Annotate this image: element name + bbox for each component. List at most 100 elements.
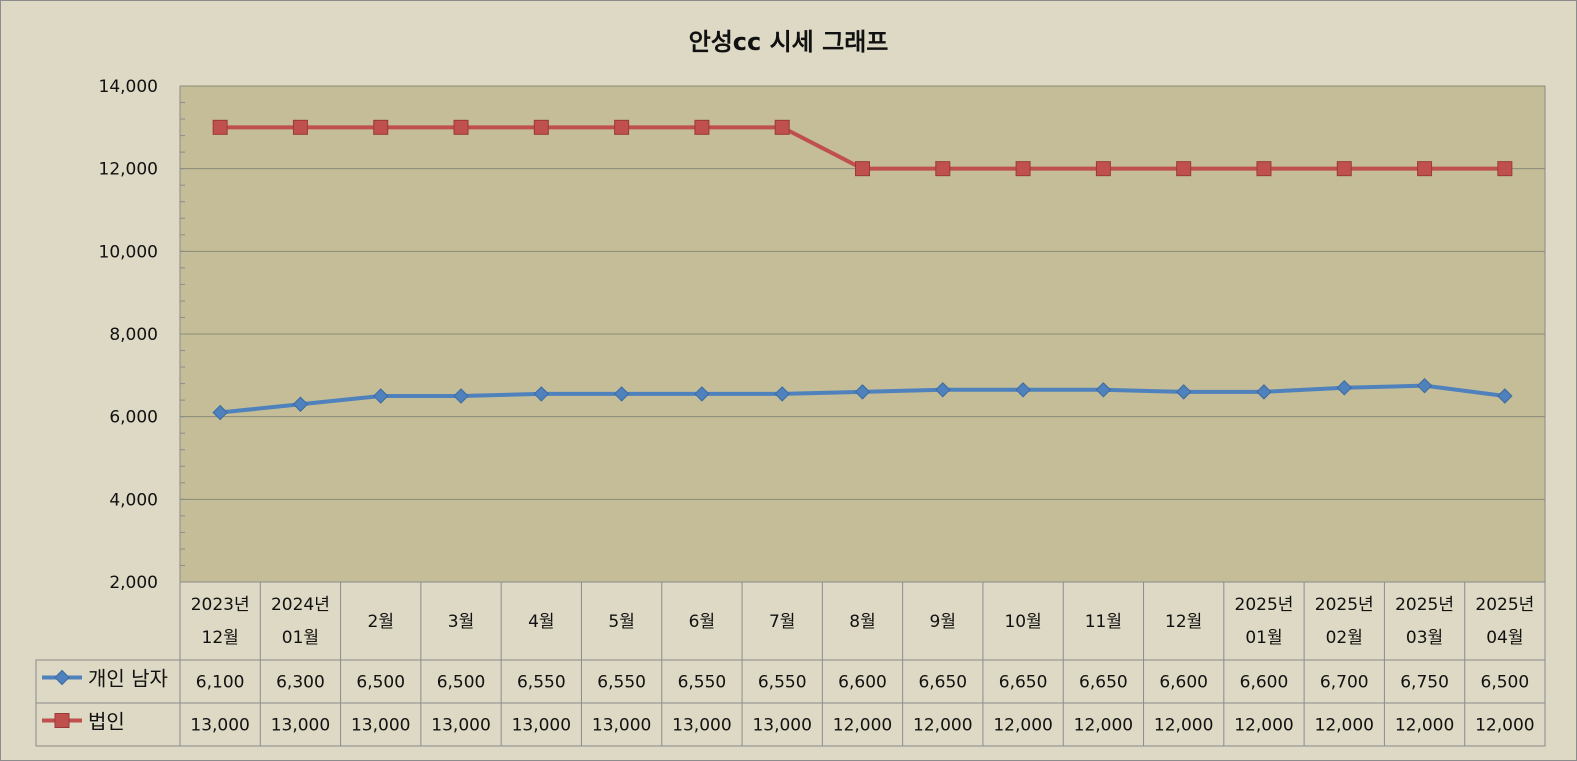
- category-label-line: 2025년: [1395, 595, 1454, 615]
- data-value-label: 13,000: [431, 716, 490, 736]
- data-value-label: 6,600: [1240, 673, 1289, 693]
- y-tick-label: 6,000: [109, 408, 158, 428]
- category-label: 7월: [769, 612, 795, 632]
- data-value-label: 6,550: [758, 673, 807, 693]
- data-point: [453, 119, 469, 135]
- data-point: [774, 386, 790, 402]
- data-value-label: 6,550: [517, 673, 566, 693]
- data-point: [694, 386, 710, 402]
- category-label-line: 02월: [1326, 628, 1363, 648]
- data-value-label: 6,650: [1079, 673, 1128, 693]
- data-value-label: 12,000: [1395, 716, 1454, 736]
- data-point: [1497, 388, 1513, 404]
- category-label: 9월: [930, 612, 956, 632]
- y-tick-label: 8,000: [109, 325, 158, 345]
- category-label-line: 12월: [202, 628, 239, 648]
- category-label-line: 2025년: [1315, 595, 1374, 615]
- data-point: [935, 161, 951, 177]
- data-value-label: 13,000: [190, 716, 249, 736]
- data-value-label: 13,000: [512, 716, 571, 736]
- legend-marker: [54, 713, 70, 728]
- category-label-line: 2025년: [1235, 595, 1294, 615]
- data-value-label: 12,000: [1475, 716, 1534, 736]
- category-label-line: 2023년: [191, 595, 250, 615]
- data-value-label: 6,500: [437, 673, 486, 693]
- data-value-label: 12,000: [993, 716, 1052, 736]
- data-point: [774, 119, 790, 135]
- data-point: [212, 119, 228, 135]
- data-point: [1336, 380, 1352, 396]
- data-value-label: 6,550: [597, 673, 646, 693]
- data-point: [1175, 384, 1192, 400]
- data-value-label: 13,000: [752, 716, 811, 736]
- category-label: 11월: [1085, 612, 1122, 632]
- data-point: [533, 119, 549, 135]
- data-point: [1417, 161, 1433, 177]
- data-point: [613, 386, 630, 402]
- category-label: 2월: [368, 612, 394, 632]
- category-label-line: 01월: [282, 628, 319, 648]
- category-label-line: 01월: [1245, 628, 1282, 648]
- category-label-line: 2025년: [1475, 595, 1534, 615]
- data-value-label: 6,600: [1159, 673, 1208, 693]
- data-point: [1416, 377, 1433, 394]
- category-label: 10월: [1004, 612, 1041, 632]
- data-value-label: 6,600: [838, 673, 887, 693]
- data-point: [1095, 382, 1112, 398]
- data-point: [292, 396, 309, 412]
- data-point: [1256, 161, 1272, 177]
- data-point: [1015, 161, 1031, 177]
- data-point: [1176, 161, 1192, 177]
- data-value-label: 13,000: [351, 716, 410, 736]
- category-label: 4월: [528, 612, 554, 632]
- data-value-label: 6,750: [1400, 673, 1449, 693]
- category-label: 5월: [608, 612, 634, 632]
- data-point: [292, 119, 308, 135]
- chart-title: 안성cc 시세 그래프: [688, 28, 889, 56]
- data-point: [614, 119, 630, 135]
- data-value-label: 12,000: [913, 716, 972, 736]
- data-point: [1336, 161, 1352, 177]
- data-point: [855, 161, 870, 177]
- category-label-line: 2024년: [271, 595, 330, 615]
- data-point: [453, 388, 469, 404]
- data-value-label: 6,500: [356, 673, 405, 693]
- data-value-label: 13,000: [592, 716, 651, 736]
- y-tick-label: 4,000: [109, 490, 158, 510]
- data-value-label: 12,000: [1154, 716, 1213, 736]
- data-point: [694, 119, 710, 135]
- data-point: [533, 386, 550, 402]
- data-point: [373, 388, 389, 404]
- legend-label: 법인: [88, 710, 125, 734]
- data-value-label: 6,700: [1320, 673, 1369, 693]
- data-value-label: 12,000: [833, 716, 892, 736]
- data-value-label: 12,000: [1234, 716, 1293, 736]
- category-label: 6월: [689, 612, 715, 632]
- data-point: [935, 382, 951, 398]
- data-point: [212, 404, 228, 421]
- category-label: 3월: [448, 612, 474, 632]
- data-value-label: 6,300: [276, 673, 325, 693]
- data-value-label: 12,000: [1315, 716, 1374, 736]
- category-label-line: 03월: [1406, 628, 1443, 648]
- data-value-label: 6,500: [1481, 673, 1530, 693]
- category-label-line: 04월: [1486, 628, 1523, 648]
- data-point: [1095, 161, 1111, 177]
- data-point: [1256, 384, 1272, 400]
- data-point: [1497, 161, 1513, 177]
- data-value-label: 13,000: [672, 716, 731, 736]
- y-tick-label: 14,000: [99, 77, 158, 97]
- data-value-label: 12,000: [1074, 716, 1133, 736]
- data-point: [854, 384, 871, 400]
- y-tick-label: 10,000: [99, 242, 158, 262]
- legend-label: 개인 남자: [88, 667, 168, 691]
- data-value-label: 6,100: [196, 673, 245, 693]
- data-value-label: 13,000: [271, 716, 330, 736]
- category-label: 12월: [1165, 612, 1202, 632]
- legend-marker: [54, 669, 70, 686]
- data-value-label: 6,650: [999, 673, 1048, 693]
- data-value-label: 6,550: [678, 673, 727, 693]
- data-point: [1015, 382, 1031, 398]
- data-point: [373, 119, 389, 135]
